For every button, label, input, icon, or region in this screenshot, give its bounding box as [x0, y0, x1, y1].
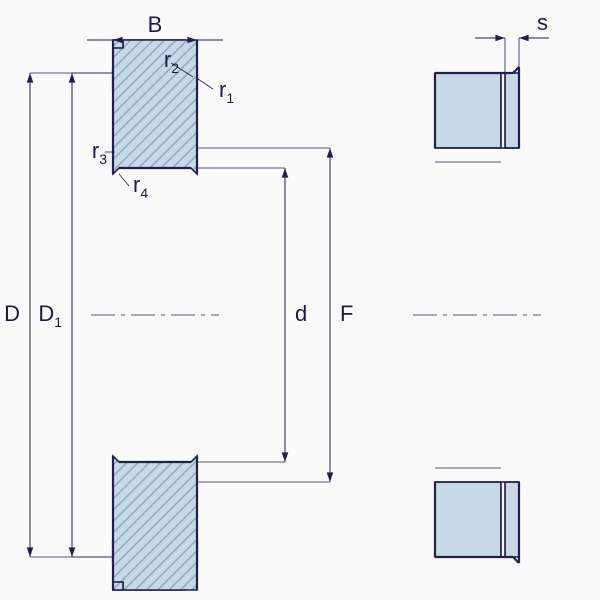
dim-B: B — [148, 12, 163, 37]
dim-s: s — [537, 10, 548, 35]
dim-d: d — [295, 301, 307, 326]
dim-D: D — [4, 301, 20, 326]
bearing-diagram: r2r1r3r4DD1dFBs — [0, 0, 600, 600]
dim-F: F — [340, 301, 353, 326]
